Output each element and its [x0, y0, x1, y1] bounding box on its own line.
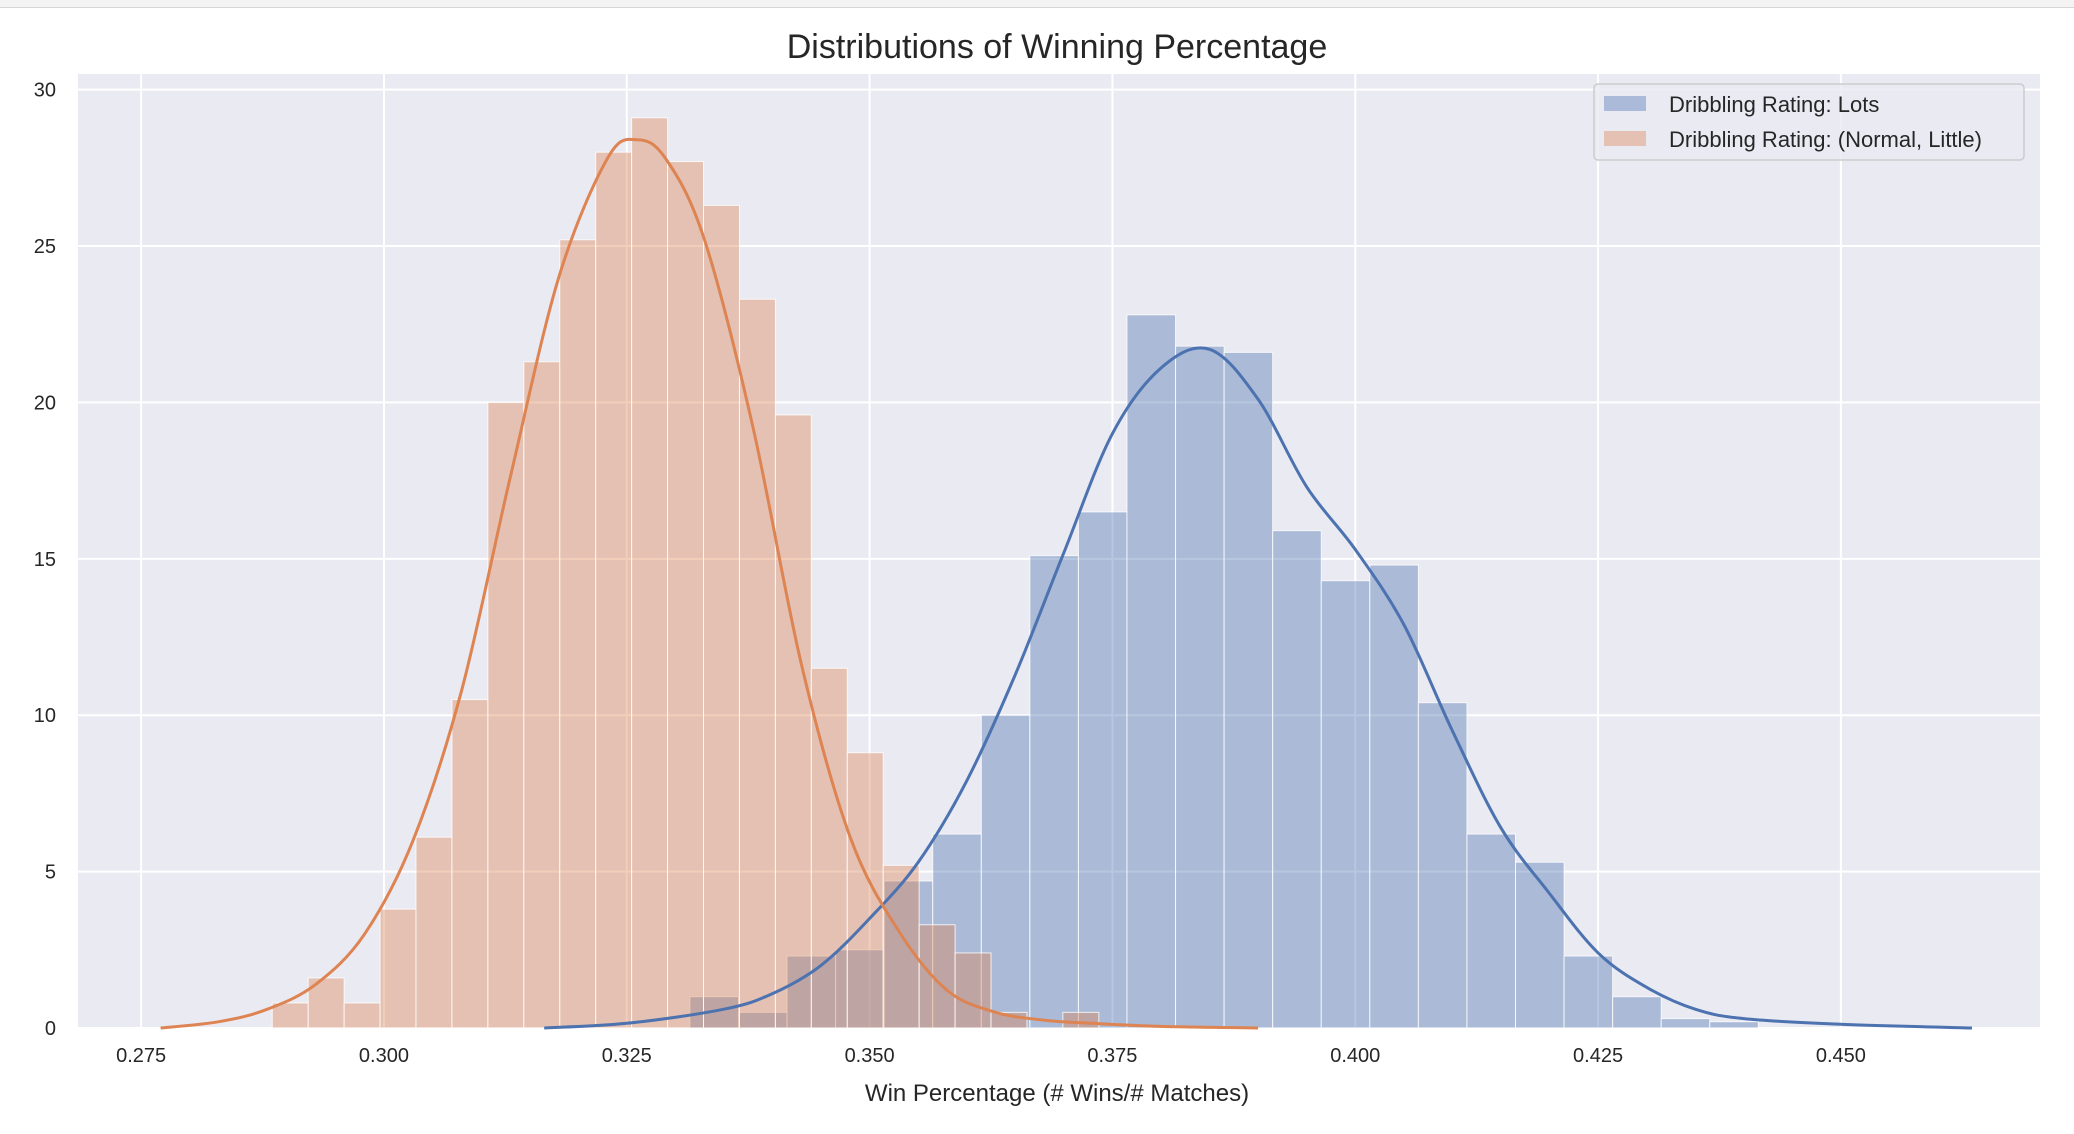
histogram-bar-normal-little: [918, 924, 956, 1029]
histogram-bar-lots: [1175, 345, 1225, 1029]
histogram-bar-normal-little: [631, 117, 669, 1029]
histogram-bar-normal-little: [667, 161, 705, 1029]
y-tick-label: 25: [34, 236, 56, 258]
kde-curves: [160, 137, 1973, 1030]
histogram-bar-lots: [1223, 351, 1274, 1029]
histogram-bar-normal-little: [343, 1002, 381, 1029]
histogram-bar-lots: [1612, 996, 1662, 1029]
plot-background: [78, 74, 2040, 1028]
y-tick-label: 30: [34, 80, 56, 102]
histogram-bar-normal-little: [415, 836, 453, 1029]
x-tick-label: 0.275: [116, 1045, 166, 1067]
histogram-bar-normal-little: [487, 401, 525, 1029]
histogram-bar-lots: [1660, 1018, 1711, 1029]
legend-swatch-lots: [1604, 96, 1646, 111]
tick-labels: 0.275 0.300 0.325 0.350 0.375 0.400 0.425 0.450…: [34, 80, 1866, 1067]
x-tick-label: 0.375: [1087, 1045, 1137, 1067]
x-tick-label: 0.300: [359, 1045, 409, 1067]
histogram-bar-lots: [1320, 580, 1371, 1029]
y-tick-label: 5: [45, 862, 56, 884]
x-tick-label: 0.350: [845, 1045, 895, 1067]
histogram-bar-normal-little: [846, 752, 884, 1029]
histogram-bar-lots: [1515, 861, 1565, 1029]
x-tick-label: 0.325: [602, 1045, 652, 1067]
x-tick-label: 0.425: [1573, 1045, 1623, 1067]
histogram-bar-lots: [1077, 511, 1128, 1029]
histogram-bar-normal-little: [1062, 1011, 1100, 1029]
kde-curve-normal-little: [160, 137, 1259, 1030]
legend-swatch-normal-little: [1604, 131, 1646, 146]
histogram-bar-lots: [835, 949, 885, 1029]
histogram-bar-lots: [1466, 833, 1517, 1029]
histogram-bar-lots: [932, 833, 982, 1029]
histogram-bar-normal-little: [954, 952, 992, 1029]
histogram-bar-normal-little: [379, 908, 417, 1029]
histogram-bar-lots: [1417, 702, 1468, 1029]
histogram-bar-normal-little: [595, 151, 633, 1029]
histogram-bar-normal-little: [703, 204, 740, 1029]
y-tick-label: 0: [45, 1018, 56, 1040]
histogram-bar-normal-little: [523, 361, 561, 1029]
histogram-bar-normal-little: [882, 864, 920, 1029]
chart-title: Distributions of Winning Percentage: [787, 28, 1328, 66]
histogram-bar-lots: [1126, 314, 1177, 1029]
kde-curve-lots: [544, 346, 1973, 1030]
histogram-bar-normal-little: [559, 239, 597, 1029]
legend-box: [1593, 83, 2025, 161]
y-tick-label: 10: [34, 705, 56, 727]
histogram-bar-lots: [1272, 530, 1322, 1029]
histogram-bar-lots: [1369, 564, 1419, 1029]
histogram-bar-lots: [1029, 555, 1079, 1029]
legend-label-lots: Dribbling Rating: Lots: [1669, 92, 1879, 117]
y-tick-label: 15: [34, 549, 56, 571]
window-top-edge: [0, 0, 2074, 8]
histogram-bar-lots: [1563, 955, 1614, 1029]
x-tick-label: 0.400: [1330, 1045, 1380, 1067]
legend: Dribbling Rating: Lots Dribbling Rating:…: [1593, 83, 2025, 161]
histogram-bar-normal-little: [738, 298, 776, 1029]
histogram-bar-normal-little: [774, 414, 812, 1029]
histogram-bar-normal-little: [451, 699, 489, 1029]
histogram-bar-lots: [1709, 1021, 1759, 1029]
x-tick-label: 0.450: [1816, 1045, 1866, 1067]
x-axis-label: Win Percentage (# Wins/# Matches): [865, 1080, 1249, 1107]
legend-label-normal-little: Dribbling Rating: (Normal, Little): [1669, 127, 1982, 152]
y-tick-label: 20: [34, 392, 56, 414]
